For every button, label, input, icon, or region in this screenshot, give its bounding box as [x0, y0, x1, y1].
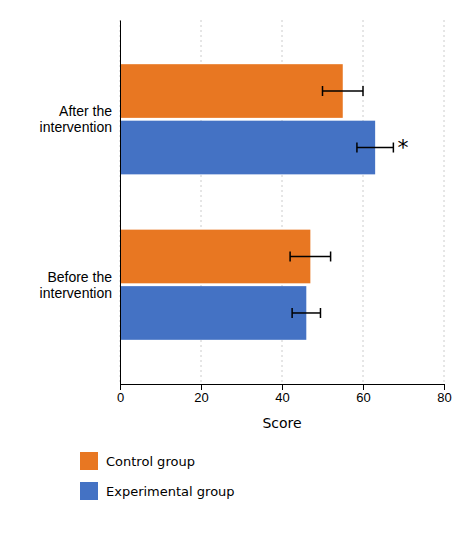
bar [120, 64, 343, 118]
legend-label: Control group [106, 454, 195, 469]
error-bar [292, 312, 320, 314]
grid [120, 20, 444, 384]
tick-mark [282, 384, 283, 390]
error-cap [322, 86, 324, 96]
tick-label: 40 [275, 390, 289, 405]
tick: 80 [437, 384, 451, 405]
tick-mark [201, 384, 202, 390]
bar [120, 230, 310, 284]
tick-label: After theintervention [40, 103, 113, 135]
axis-line [121, 385, 445, 391]
error-bar [290, 256, 331, 258]
grid-line [444, 20, 445, 384]
legend-item: Experimental group [80, 482, 235, 500]
legend-swatch [80, 482, 98, 500]
error-cap [320, 308, 322, 318]
error-cap [362, 86, 364, 96]
tick-mark [120, 384, 121, 390]
x-axis: 0 20 40 60 80 [117, 384, 452, 405]
marks [120, 64, 393, 340]
grid-line [120, 20, 121, 384]
tick-label: Before theintervention [40, 269, 113, 301]
error-cap [393, 143, 395, 153]
legend-swatch [80, 452, 98, 470]
axis-title: Score [262, 415, 301, 431]
tick-label: 80 [437, 390, 451, 405]
axis-line [120, 21, 121, 385]
plot: 0 20 40 60 80 After theintervention Before the… [40, 20, 452, 405]
y-axis: After theintervention Before theintervent… [40, 21, 121, 385]
error-bar [357, 147, 393, 149]
tick-label: 0 [117, 390, 124, 405]
error-cap [291, 308, 293, 318]
tick: 20 [194, 384, 208, 405]
tick-mark [363, 384, 364, 390]
series [120, 121, 393, 340]
bar [120, 286, 306, 340]
bar [120, 121, 375, 175]
grid-line [363, 20, 364, 384]
legend-label: Experimental group [106, 484, 235, 499]
tick-label: 60 [356, 390, 370, 405]
error-cap [356, 143, 358, 153]
error-cap [330, 251, 332, 261]
legend-item: Control group [80, 452, 195, 470]
tick-label: 20 [194, 390, 208, 405]
error-bar [323, 90, 364, 92]
category-tick: After theintervention [40, 103, 120, 135]
tick-mark [444, 384, 445, 390]
legend: Control group Experimental group [80, 452, 235, 500]
category-tick: Before theintervention [40, 269, 120, 301]
tick: 60 [356, 384, 370, 405]
annotation: * [397, 135, 408, 160]
tick: 40 [275, 384, 289, 405]
chart: 0 20 40 60 80 After theintervention Before the… [0, 0, 474, 534]
error-cap [289, 251, 291, 261]
tick: 0 [117, 384, 124, 405]
